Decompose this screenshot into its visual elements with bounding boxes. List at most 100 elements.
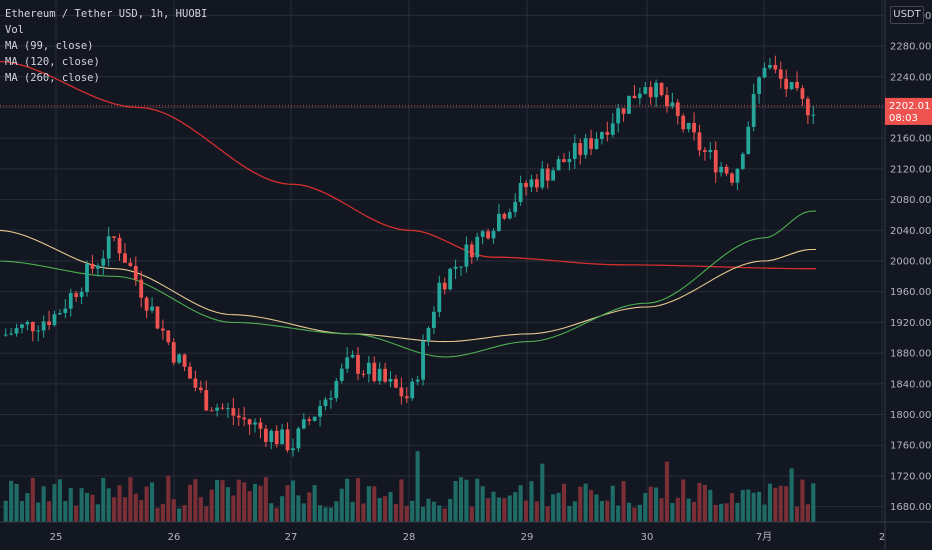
volume-bar (339, 488, 344, 522)
volume-bar (410, 500, 415, 522)
candle-body (795, 81, 799, 89)
candle-body (198, 387, 203, 391)
candle-body (665, 95, 669, 107)
candle-body (675, 102, 680, 116)
volume-bar (334, 501, 339, 522)
candle-body (442, 282, 447, 290)
volume-bar (605, 500, 610, 522)
y-tick-label: 2280.00 (890, 42, 931, 53)
volume-bar (225, 487, 230, 522)
candle-body (399, 387, 404, 397)
candle-body (242, 417, 247, 420)
volume-bar (393, 504, 399, 522)
volume-bar (675, 497, 680, 522)
volume-bar (664, 461, 670, 522)
volume-bar (534, 501, 539, 522)
axis-unit-label[interactable]: USDT (890, 6, 924, 24)
candle-body (47, 321, 51, 326)
volume-bar (735, 502, 740, 522)
candle-body (757, 77, 761, 94)
candle-body (58, 313, 62, 315)
candle-body (459, 266, 463, 268)
candlesticks (3, 55, 816, 457)
candle-body (621, 108, 626, 114)
volume-bar (794, 506, 800, 522)
candle-body (25, 321, 30, 325)
volume-bar (713, 504, 718, 522)
candle-body (388, 379, 393, 382)
volume-bar (166, 475, 171, 522)
candle-body (155, 306, 160, 329)
candle-body (719, 166, 724, 173)
y-tick-label: 2000.00 (890, 257, 931, 268)
candle-body (101, 258, 106, 266)
candle-body (323, 399, 328, 407)
candle-body (562, 159, 566, 163)
volume-bar (789, 468, 794, 522)
x-tick-label: 7月 (756, 531, 772, 543)
candle-body (112, 236, 117, 238)
candle-body (534, 179, 539, 188)
y-tick-label: 1880.00 (890, 349, 931, 360)
ma99-line (0, 229, 816, 343)
candle-body (524, 182, 528, 188)
volume-bar (621, 481, 626, 522)
volume-bar (648, 486, 653, 522)
volume-bar (14, 483, 19, 522)
volume-bar (209, 489, 214, 522)
candle-body (513, 201, 518, 213)
candle-body (448, 268, 453, 290)
candle-body (784, 78, 789, 90)
volume-bar (496, 497, 501, 522)
volume-bar (269, 503, 274, 522)
candle-body (529, 179, 534, 188)
volume-bar (41, 486, 46, 522)
volume-bar (47, 501, 52, 522)
volume-bar (643, 492, 648, 522)
candle-body (74, 293, 79, 297)
candle-body (415, 379, 420, 382)
candle-body (497, 213, 501, 231)
volume-bar (155, 507, 160, 522)
candle-body (659, 82, 664, 96)
candle-body (540, 168, 545, 188)
volume-bar (193, 479, 198, 522)
volume-bar (133, 493, 138, 522)
candle-body (453, 266, 458, 269)
volume-bar (323, 507, 328, 522)
volume-bar (567, 505, 572, 522)
volume-bar (25, 493, 30, 522)
volume-bar (556, 492, 561, 522)
volume-bar (204, 506, 209, 522)
volume-bar (318, 505, 323, 522)
volume-bar (258, 485, 263, 522)
candle-body (502, 213, 507, 219)
volume-bar (637, 504, 642, 522)
candle-body (150, 306, 154, 311)
volume-bar (177, 508, 182, 522)
candle-body (209, 410, 214, 412)
volume-bar (355, 478, 361, 522)
candle-body (301, 419, 306, 429)
volume-bar (480, 486, 485, 522)
volume-bar (513, 492, 518, 522)
candle-body (291, 448, 295, 451)
candle-body (404, 396, 409, 399)
candle-body (171, 342, 176, 363)
candle-body (464, 244, 469, 267)
volume-bar (502, 498, 507, 522)
candle-body (296, 428, 301, 449)
candle-body (594, 138, 599, 149)
volume-bar (160, 503, 165, 522)
candle-body (215, 407, 219, 411)
x-tick-label: 27 (285, 532, 298, 543)
candle-body (188, 366, 192, 379)
volume-bar (171, 499, 176, 522)
volume-bar (778, 485, 783, 522)
candle-body (133, 265, 138, 280)
volume-bar (290, 480, 296, 522)
candle-body (79, 291, 84, 297)
volume-bar (464, 479, 469, 522)
